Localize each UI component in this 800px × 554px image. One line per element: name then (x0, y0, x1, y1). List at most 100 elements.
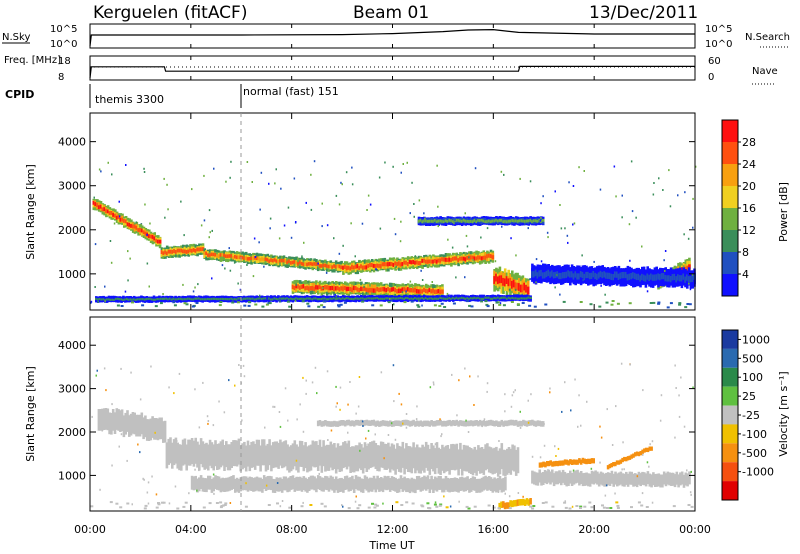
velocity-cell (333, 443, 336, 469)
velocity-cell (448, 478, 451, 493)
power-cell (309, 286, 313, 291)
power-cell (585, 271, 588, 279)
power-speckle (453, 222, 455, 225)
velocity-cell (405, 478, 408, 493)
power-cell (252, 256, 255, 261)
power-cell (340, 297, 343, 301)
power-cell (466, 255, 469, 260)
velocity-speckle (674, 364, 676, 367)
power-cell (325, 264, 329, 268)
power-cell (390, 262, 394, 267)
power-cell (379, 297, 383, 300)
power-cell (502, 220, 505, 224)
power-cell (518, 219, 522, 223)
velocity-cell (198, 477, 201, 492)
power-cell (98, 297, 102, 301)
power-speckle (225, 180, 227, 183)
power-cell (615, 271, 619, 278)
power-cell (397, 288, 401, 293)
velocity-cell (486, 476, 489, 491)
power-cell (678, 275, 682, 282)
velocity-cell (459, 420, 462, 426)
power-speckle (677, 194, 679, 197)
velocity-cell (414, 447, 417, 474)
power-cell (388, 262, 392, 267)
power-cell (534, 269, 538, 276)
velocity-cell (477, 445, 480, 472)
velocity-speckle (365, 444, 367, 447)
velocity-cell (97, 409, 101, 431)
velocity-cell (216, 444, 219, 470)
freq-tick-bottom: 8 (58, 72, 64, 83)
power-speckle (562, 300, 566, 303)
power-cell (215, 298, 219, 301)
power-cell (246, 257, 250, 261)
velocity-cell (271, 478, 275, 493)
velocity-cell (336, 443, 340, 470)
velocity-speckle (514, 389, 516, 392)
velocity-cell (569, 459, 572, 465)
power-cbar-tick-label: 8 (742, 246, 749, 259)
power-speckle (544, 303, 548, 306)
velocity-cell (336, 479, 340, 493)
power-cell (305, 297, 309, 300)
power-speckle (448, 294, 450, 297)
power-speckle (208, 209, 211, 212)
power-cell (343, 265, 347, 273)
power-speckle (125, 164, 127, 166)
velocity-cell (135, 414, 138, 437)
power-speckle (604, 293, 606, 296)
velocity-speckle (186, 461, 188, 464)
power-cell (565, 271, 568, 278)
power-speckle (579, 301, 583, 303)
velocity-speckle (400, 403, 403, 406)
velocity-cell (473, 476, 477, 491)
power-cell (145, 298, 149, 301)
power-cell (439, 296, 442, 299)
power-cell (234, 254, 237, 259)
velocity-cell (282, 476, 286, 491)
power-cell (316, 285, 320, 290)
velocity-cell (203, 478, 206, 492)
velocity-speckle (176, 507, 180, 510)
power-cell (691, 275, 694, 282)
velocity-speckle (162, 501, 166, 504)
velocity-cell (650, 446, 653, 451)
power-cell (405, 260, 408, 265)
velocity-speckle (96, 369, 98, 372)
power-speckle (163, 177, 165, 180)
velocity-cell (198, 444, 201, 471)
velocity-cell (547, 469, 550, 483)
velocity-cbar-swatch (722, 443, 738, 463)
velocity-speckle (609, 507, 613, 509)
power-cell (423, 219, 426, 223)
velocity-speckle (532, 505, 536, 507)
velocity-speckle (497, 507, 501, 510)
velocity-cell (525, 498, 529, 505)
velocity-cell (257, 439, 261, 466)
power-cell (311, 262, 315, 266)
power-cell (644, 275, 648, 282)
velocity-speckle (103, 367, 106, 370)
power-cell (491, 255, 495, 260)
velocity-speckle (309, 504, 313, 506)
power-cell (251, 297, 255, 300)
power-speckle (90, 301, 92, 304)
power-speckle (535, 258, 538, 261)
velocity-cell (590, 470, 594, 484)
velocity-cell (349, 420, 352, 427)
power-cell (498, 219, 502, 222)
velocity-cell (392, 421, 396, 427)
velocity-cell (252, 441, 255, 468)
power-cbar-swatch (722, 274, 738, 296)
power-speckle (94, 243, 97, 246)
velocity-cell (428, 421, 432, 427)
power-cell (351, 265, 354, 270)
velocity-speckle (583, 505, 587, 508)
power-cell (399, 296, 403, 300)
velocity-cell (381, 420, 385, 426)
velocity-cell (496, 450, 500, 477)
velocity-cell (169, 437, 172, 464)
